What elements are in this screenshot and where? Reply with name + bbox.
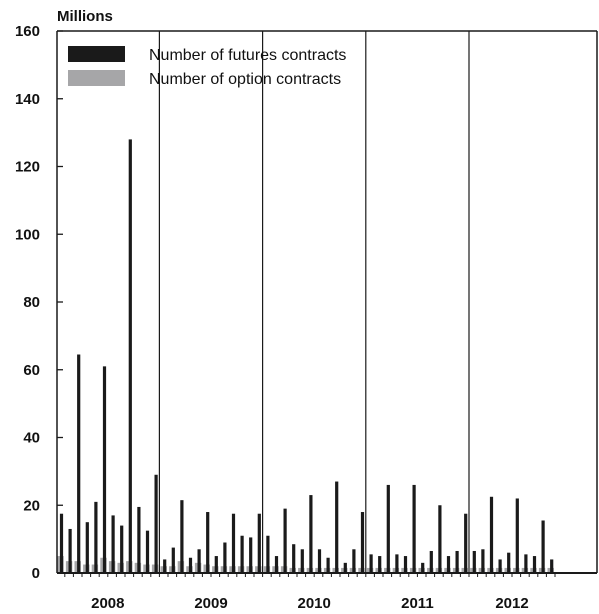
futures-contracts-bar [240, 535, 244, 573]
bars [57, 139, 554, 573]
futures-contracts-bar [145, 530, 150, 573]
y-tick-label: 40 [23, 430, 40, 447]
futures-contracts-bar [472, 550, 476, 573]
futures-contracts-bar [481, 549, 485, 573]
futures-contracts-bar [515, 498, 519, 573]
futures-contracts-bar [197, 549, 201, 573]
futures-contracts-bar [206, 512, 210, 573]
futures-contracts-bar [541, 520, 545, 573]
futures-contracts-bar [59, 513, 64, 573]
futures-contracts-bar [360, 512, 365, 573]
futures-contracts-bar [429, 550, 433, 573]
futures-contracts-bar [85, 522, 89, 573]
futures-contracts-bar [446, 556, 451, 573]
legend-swatch-futures [68, 46, 125, 62]
year-separators [158, 31, 470, 573]
x-year-label: 2010 [298, 595, 331, 612]
futures-contracts-bar [412, 484, 416, 573]
futures-contracts-bar [188, 557, 193, 573]
x-axis-year-labels: 2008 2009 2010 2011 2012 [91, 595, 529, 612]
legend-label-options: Number of option contracts [149, 71, 341, 88]
futures-contracts-bar [300, 549, 304, 573]
futures-contracts-bar [94, 501, 98, 573]
futures-contracts-bar [455, 550, 459, 573]
y-tick-label: 0 [32, 565, 40, 582]
futures-contracts-bar [309, 495, 313, 573]
futures-contracts-bar [102, 366, 107, 573]
y-tick-label: 100 [15, 226, 40, 243]
futures-contracts-bar [395, 554, 399, 573]
y-tick-label: 80 [23, 294, 40, 311]
futures-contracts-bar [386, 484, 390, 573]
futures-contracts-bar [369, 554, 373, 573]
x-year-label: 2008 [91, 595, 124, 612]
futures-contracts-bar [378, 556, 382, 573]
futures-contracts-bar [266, 535, 270, 573]
x-year-label: 2009 [194, 595, 227, 612]
unit-label: Millions [57, 8, 113, 25]
futures-contracts-bar [274, 556, 279, 573]
futures-contracts-bar [154, 474, 158, 573]
futures-contracts-bar [335, 481, 339, 573]
legend-swatch-options [68, 70, 125, 86]
y-tick-label: 20 [23, 497, 40, 514]
futures-contracts-bar [421, 562, 425, 573]
futures-contracts-bar [257, 513, 261, 573]
futures-contracts-bar [163, 559, 167, 573]
futures-contracts-bar [489, 496, 494, 573]
futures-contracts-bar [137, 506, 141, 573]
futures-contracts-bar [532, 556, 537, 573]
y-axis-ticks: 0 20 40 60 80 100 120 140 160 [15, 23, 63, 582]
futures-contracts-bar [403, 556, 408, 573]
legend-label-futures: Number of futures contracts [149, 47, 346, 64]
y-tick-label: 160 [15, 23, 40, 40]
futures-contracts-bar [214, 556, 218, 573]
legend: Number of futures contracts Number of op… [68, 46, 346, 88]
futures-contracts-bar [317, 549, 322, 573]
futures-contracts-bar [507, 552, 511, 573]
futures-contracts-bar [464, 513, 468, 573]
futures-contracts-bar [128, 139, 132, 573]
futures-contracts-bar [498, 559, 502, 573]
futures-contracts-bar [111, 515, 115, 573]
futures-contracts-bar [171, 547, 175, 573]
y-tick-label: 60 [23, 362, 40, 379]
futures-contracts-bar [249, 537, 253, 573]
futures-contracts-bar [550, 559, 554, 573]
futures-contracts-bar [438, 505, 442, 573]
futures-contracts-bar [326, 557, 330, 573]
futures-contracts-bar [292, 544, 296, 573]
futures-contracts-bar [180, 500, 184, 573]
y-tick-label: 140 [15, 91, 40, 108]
x-year-label: 2012 [495, 595, 528, 612]
futures-contracts-bar [343, 562, 347, 573]
futures-contracts-bar [283, 508, 287, 573]
futures-contracts-bar [524, 554, 528, 573]
y-tick-label: 120 [15, 159, 40, 176]
futures-contracts-bar [77, 354, 81, 573]
futures-contracts-bar [68, 528, 72, 573]
futures-contracts-bar [231, 513, 236, 573]
futures-contracts-bar [352, 549, 356, 573]
axes [56, 30, 598, 577]
futures-contracts-bar [223, 542, 227, 573]
x-year-label: 2011 [401, 595, 434, 612]
futures-contracts-bar [120, 525, 124, 573]
